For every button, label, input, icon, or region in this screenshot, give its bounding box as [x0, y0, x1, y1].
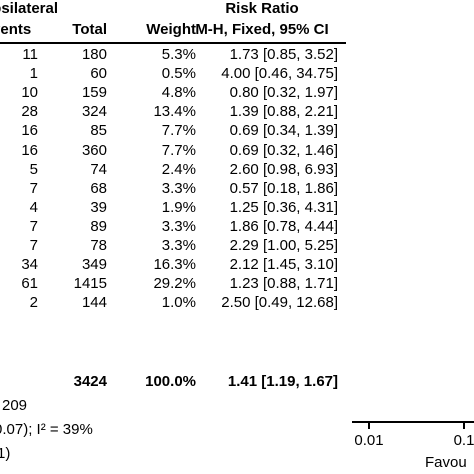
- row-0-events: 11: [22, 46, 38, 63]
- row-3-events: 28: [21, 103, 38, 120]
- row-9-total: 89: [90, 218, 107, 235]
- row-7-events: 7: [29, 180, 38, 197]
- row-3-rr: 1.39 [0.88, 2.21]: [229, 103, 338, 120]
- row-4-rr: 0.69 [0.34, 1.39]: [229, 122, 338, 139]
- row-7-total: 68: [90, 180, 107, 197]
- row-11-weight: 16.3%: [153, 256, 196, 273]
- row-7-rr: 0.57 [0.18, 1.86]: [229, 180, 338, 197]
- row-8-total: 39: [90, 199, 107, 216]
- row-12-weight: 29.2%: [153, 275, 196, 292]
- row-0-rr: 1.73 [0.85, 3.52]: [229, 46, 338, 63]
- row-1-weight: 0.5%: [161, 65, 196, 82]
- rr-header: Risk Ratio: [225, 0, 299, 17]
- row-13-total: 144: [81, 294, 107, 311]
- row-11-total: 349: [81, 256, 107, 273]
- row-9-events: 7: [29, 218, 38, 235]
- axis-tick-label-0.01: 0.01: [354, 432, 384, 449]
- row-10-rr: 2.29 [1.00, 5.25]: [229, 237, 338, 254]
- row-10-events: 7: [29, 237, 38, 254]
- total-header: Total: [72, 21, 107, 38]
- row-6-rr: 2.60 [0.98, 6.93]: [229, 161, 338, 178]
- row-3-total: 324: [81, 103, 107, 120]
- row-9-weight: 3.3%: [161, 218, 196, 235]
- row-2-events: 10: [21, 84, 38, 101]
- overall-effect-text: 1): [0, 445, 11, 462]
- row-0-total: 180: [81, 46, 107, 63]
- row-12-rr: 1.23 [0.88, 1.71]: [229, 275, 338, 292]
- row-8-rr: 1.25 [0.36, 4.31]: [229, 199, 338, 216]
- total-weight: 100.0%: [145, 373, 196, 390]
- row-8-weight: 1.9%: [161, 199, 196, 216]
- row-5-rr: 0.69 [0.32, 1.46]: [229, 142, 338, 159]
- row-7-weight: 3.3%: [161, 180, 196, 197]
- row-2-weight: 4.8%: [161, 84, 196, 101]
- total-events: 209: [2, 397, 28, 414]
- row-12-events: 61: [21, 275, 38, 292]
- row-10-weight: 3.3%: [161, 237, 196, 254]
- row-13-weight: 1.0%: [161, 294, 196, 311]
- row-4-weight: 7.7%: [161, 122, 196, 139]
- header-divider: [0, 42, 346, 44]
- row-1-total: 60: [90, 65, 107, 82]
- axis-tick-label-0.1: 0.1: [453, 432, 474, 449]
- total-participants: 3424: [73, 373, 107, 390]
- row-5-events: 16: [21, 142, 38, 159]
- row-1-rr: 4.00 [0.46, 34.75]: [221, 65, 338, 82]
- group-header: Ipsilateral: [0, 0, 59, 17]
- row-9-rr: 1.86 [0.78, 4.44]: [229, 218, 338, 235]
- row-1-events: 1: [29, 65, 38, 82]
- rr-method-header: M-H, Fixed, 95% CI: [195, 21, 329, 38]
- row-3-weight: 13.4%: [153, 103, 196, 120]
- favours-label: Favou: [425, 454, 467, 471]
- events-header: Events: [0, 21, 32, 38]
- row-6-total: 74: [90, 161, 107, 178]
- heterogeneity-text: 0.07); I² = 39%: [0, 421, 93, 438]
- row-11-events: 34: [21, 256, 38, 273]
- row-8-events: 4: [29, 199, 38, 216]
- row-10-total: 78: [90, 237, 107, 254]
- row-4-events: 16: [21, 122, 38, 139]
- row-13-rr: 2.50 [0.49, 12.68]: [221, 294, 338, 311]
- row-2-total: 159: [81, 84, 107, 101]
- row-13-events: 2: [29, 294, 38, 311]
- row-5-total: 360: [81, 142, 107, 159]
- row-6-events: 5: [29, 161, 38, 178]
- row-11-rr: 2.12 [1.45, 3.10]: [229, 256, 338, 273]
- row-6-weight: 2.4%: [161, 161, 196, 178]
- row-0-weight: 5.3%: [161, 46, 196, 63]
- row-5-weight: 7.7%: [161, 142, 196, 159]
- row-4-total: 85: [90, 122, 107, 139]
- row-12-total: 1415: [73, 275, 107, 292]
- total-risk-ratio: 1.41 [1.19, 1.67]: [227, 373, 338, 390]
- weight-header: Weight: [146, 21, 196, 38]
- row-2-rr: 0.80 [0.32, 1.97]: [229, 84, 338, 101]
